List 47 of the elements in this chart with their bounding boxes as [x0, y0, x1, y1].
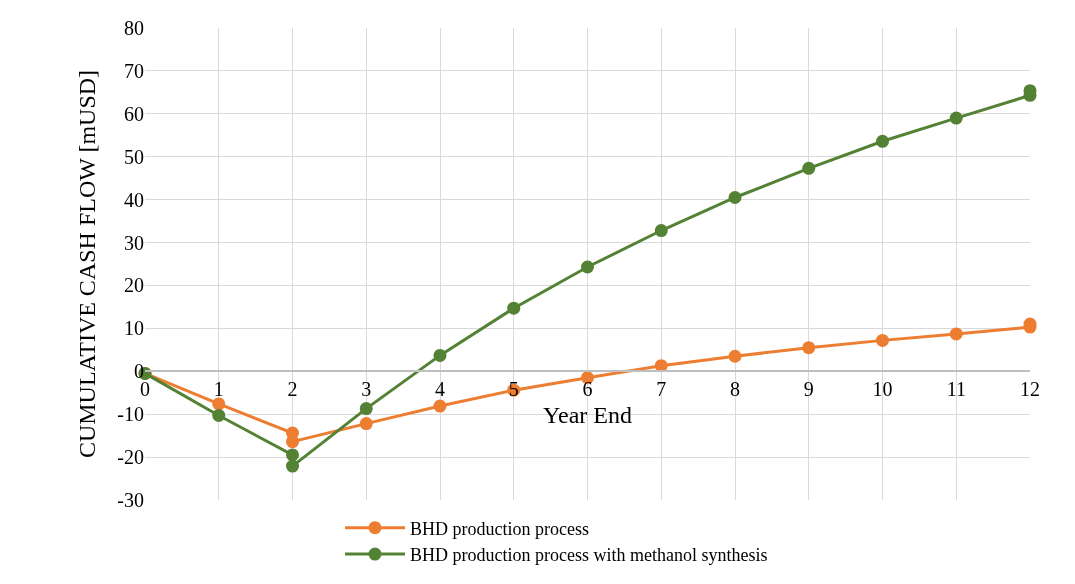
- y-tick-label: 60: [124, 102, 144, 125]
- point: [728, 190, 742, 204]
- x-tick-label: 2: [287, 378, 298, 401]
- point: [359, 402, 373, 416]
- y-tick-label: -10: [117, 403, 144, 426]
- x-tick-label: 12: [1020, 378, 1040, 401]
- point: [802, 341, 816, 355]
- y-tick-label: 80: [124, 17, 144, 39]
- point: [876, 134, 889, 148]
- point: [654, 224, 668, 238]
- point: [433, 399, 447, 413]
- point: [802, 161, 816, 175]
- legend-label: BHD production process: [410, 518, 589, 539]
- point: [212, 408, 226, 422]
- y-tick-label: 40: [124, 188, 144, 211]
- point: [286, 459, 299, 473]
- x-axis-title: Year End: [543, 401, 632, 428]
- x-tick-label: 5: [508, 378, 519, 401]
- x-tick-label: 8: [730, 378, 740, 401]
- x-tick-label: 1: [213, 378, 224, 401]
- point: [359, 417, 373, 431]
- x-tick-label: 4: [435, 378, 445, 401]
- y-tick-label: -30: [117, 489, 144, 511]
- point: [581, 260, 594, 274]
- y-tick-label: 50: [124, 145, 144, 168]
- x-tick-label: 3: [361, 378, 372, 401]
- point: [286, 435, 299, 449]
- point: [949, 327, 963, 341]
- y-tick-label: -20: [117, 446, 144, 469]
- x-tick-label: 6: [582, 378, 593, 401]
- point: [507, 301, 521, 315]
- point: [433, 348, 447, 362]
- point: [876, 333, 889, 347]
- y-tick-label: 20: [124, 274, 144, 297]
- y-tick-label: 10: [124, 317, 144, 340]
- x-tick-label: 10: [872, 378, 893, 401]
- y-tick-label: 70: [124, 59, 144, 82]
- y-axis-title: CUMULATIVE CASH FLOW [mUSD]: [74, 69, 101, 459]
- legend-label: BHD production process with methanol synthesis: [410, 545, 768, 566]
- point: [212, 397, 226, 411]
- x-tick-label: 9: [803, 378, 814, 401]
- point: [728, 349, 742, 363]
- y-tick-label: 30: [124, 231, 144, 254]
- point: [286, 448, 299, 462]
- x-tick-label: 7: [656, 378, 667, 401]
- point: [949, 111, 963, 125]
- x-tick-label: 11: [946, 378, 966, 401]
